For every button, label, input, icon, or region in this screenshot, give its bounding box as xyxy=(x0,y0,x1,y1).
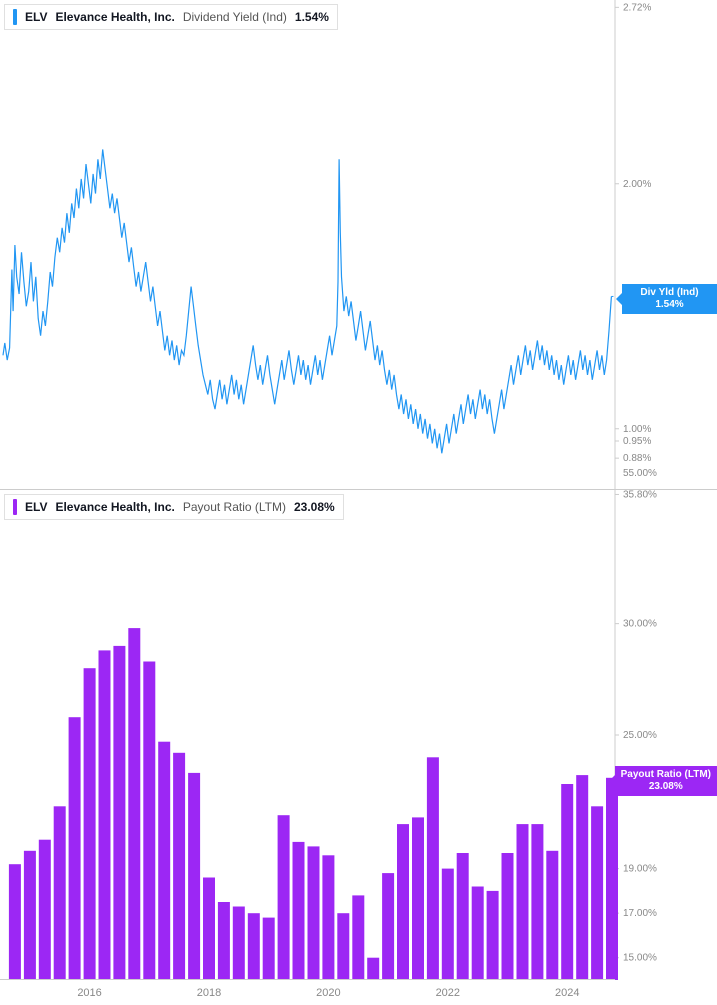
x-axis: 2016 2018 2020 2022 2024 xyxy=(0,980,717,1005)
chart2-callout: Payout Ratio (LTM) 23.08% xyxy=(615,766,717,796)
chart1-legend: ELV Elevance Health, Inc. Dividend Yield… xyxy=(4,4,338,30)
svg-text:15.00%: 15.00% xyxy=(623,953,657,964)
chart1-company: Elevance Health, Inc. xyxy=(55,10,174,24)
chart2-legend-marker xyxy=(13,499,17,515)
svg-text:2.00%: 2.00% xyxy=(623,179,651,190)
svg-text:30.00%: 30.00% xyxy=(623,619,657,630)
chart1-legend-marker xyxy=(13,9,17,25)
svg-text:1.00%: 1.00% xyxy=(623,424,651,435)
dividend-yield-chart-panel: ELV Elevance Health, Inc. Dividend Yield… xyxy=(0,0,717,490)
payout-ratio-chart-panel: ELV Elevance Health, Inc. Payout Ratio (… xyxy=(0,490,717,980)
chart2-callout-title: Payout Ratio (LTM) xyxy=(621,769,711,781)
svg-text:2016: 2016 xyxy=(77,987,101,999)
chart1-callout-title: Div Yld (Ind) xyxy=(628,287,711,299)
svg-text:17.00%: 17.00% xyxy=(623,908,657,919)
chart1-metric: Dividend Yield (Ind) xyxy=(183,10,287,24)
chart2-svg: 35.80% 30.00% 25.00% 19.00% 17.00% 15.00% xyxy=(0,490,717,980)
chart2-metric: Payout Ratio (LTM) xyxy=(183,500,286,514)
chart1-value: 1.54% xyxy=(295,10,329,24)
svg-text:2024: 2024 xyxy=(555,987,579,999)
chart2-ticker: ELV xyxy=(25,500,47,514)
chart2-legend: ELV Elevance Health, Inc. Payout Ratio (… xyxy=(4,494,344,520)
chart1-callout-value: 1.54% xyxy=(655,299,683,310)
svg-text:19.00%: 19.00% xyxy=(623,864,657,875)
chart2-callout-value: 23.08% xyxy=(649,781,683,792)
chart2-company: Elevance Health, Inc. xyxy=(55,500,174,514)
svg-text:35.80%: 35.80% xyxy=(623,490,657,500)
chart1-callout: Div Yld (Ind) 1.54% xyxy=(622,284,717,314)
svg-text:2018: 2018 xyxy=(197,987,221,999)
svg-text:0.88%: 0.88% xyxy=(623,453,651,464)
chart2-value: 23.08% xyxy=(294,500,335,514)
svg-text:55.00%: 55.00% xyxy=(623,468,657,479)
svg-text:2020: 2020 xyxy=(316,987,340,999)
svg-text:2.72%: 2.72% xyxy=(623,2,651,13)
chart1-svg: 2.72% 2.00% 1.00%0.95% 0.88% 55.00% xyxy=(0,0,717,490)
svg-text:2022: 2022 xyxy=(436,987,460,999)
svg-text:0.95%: 0.95% xyxy=(623,436,651,447)
svg-text:25.00%: 25.00% xyxy=(623,730,657,741)
chart1-ticker: ELV xyxy=(25,10,47,24)
